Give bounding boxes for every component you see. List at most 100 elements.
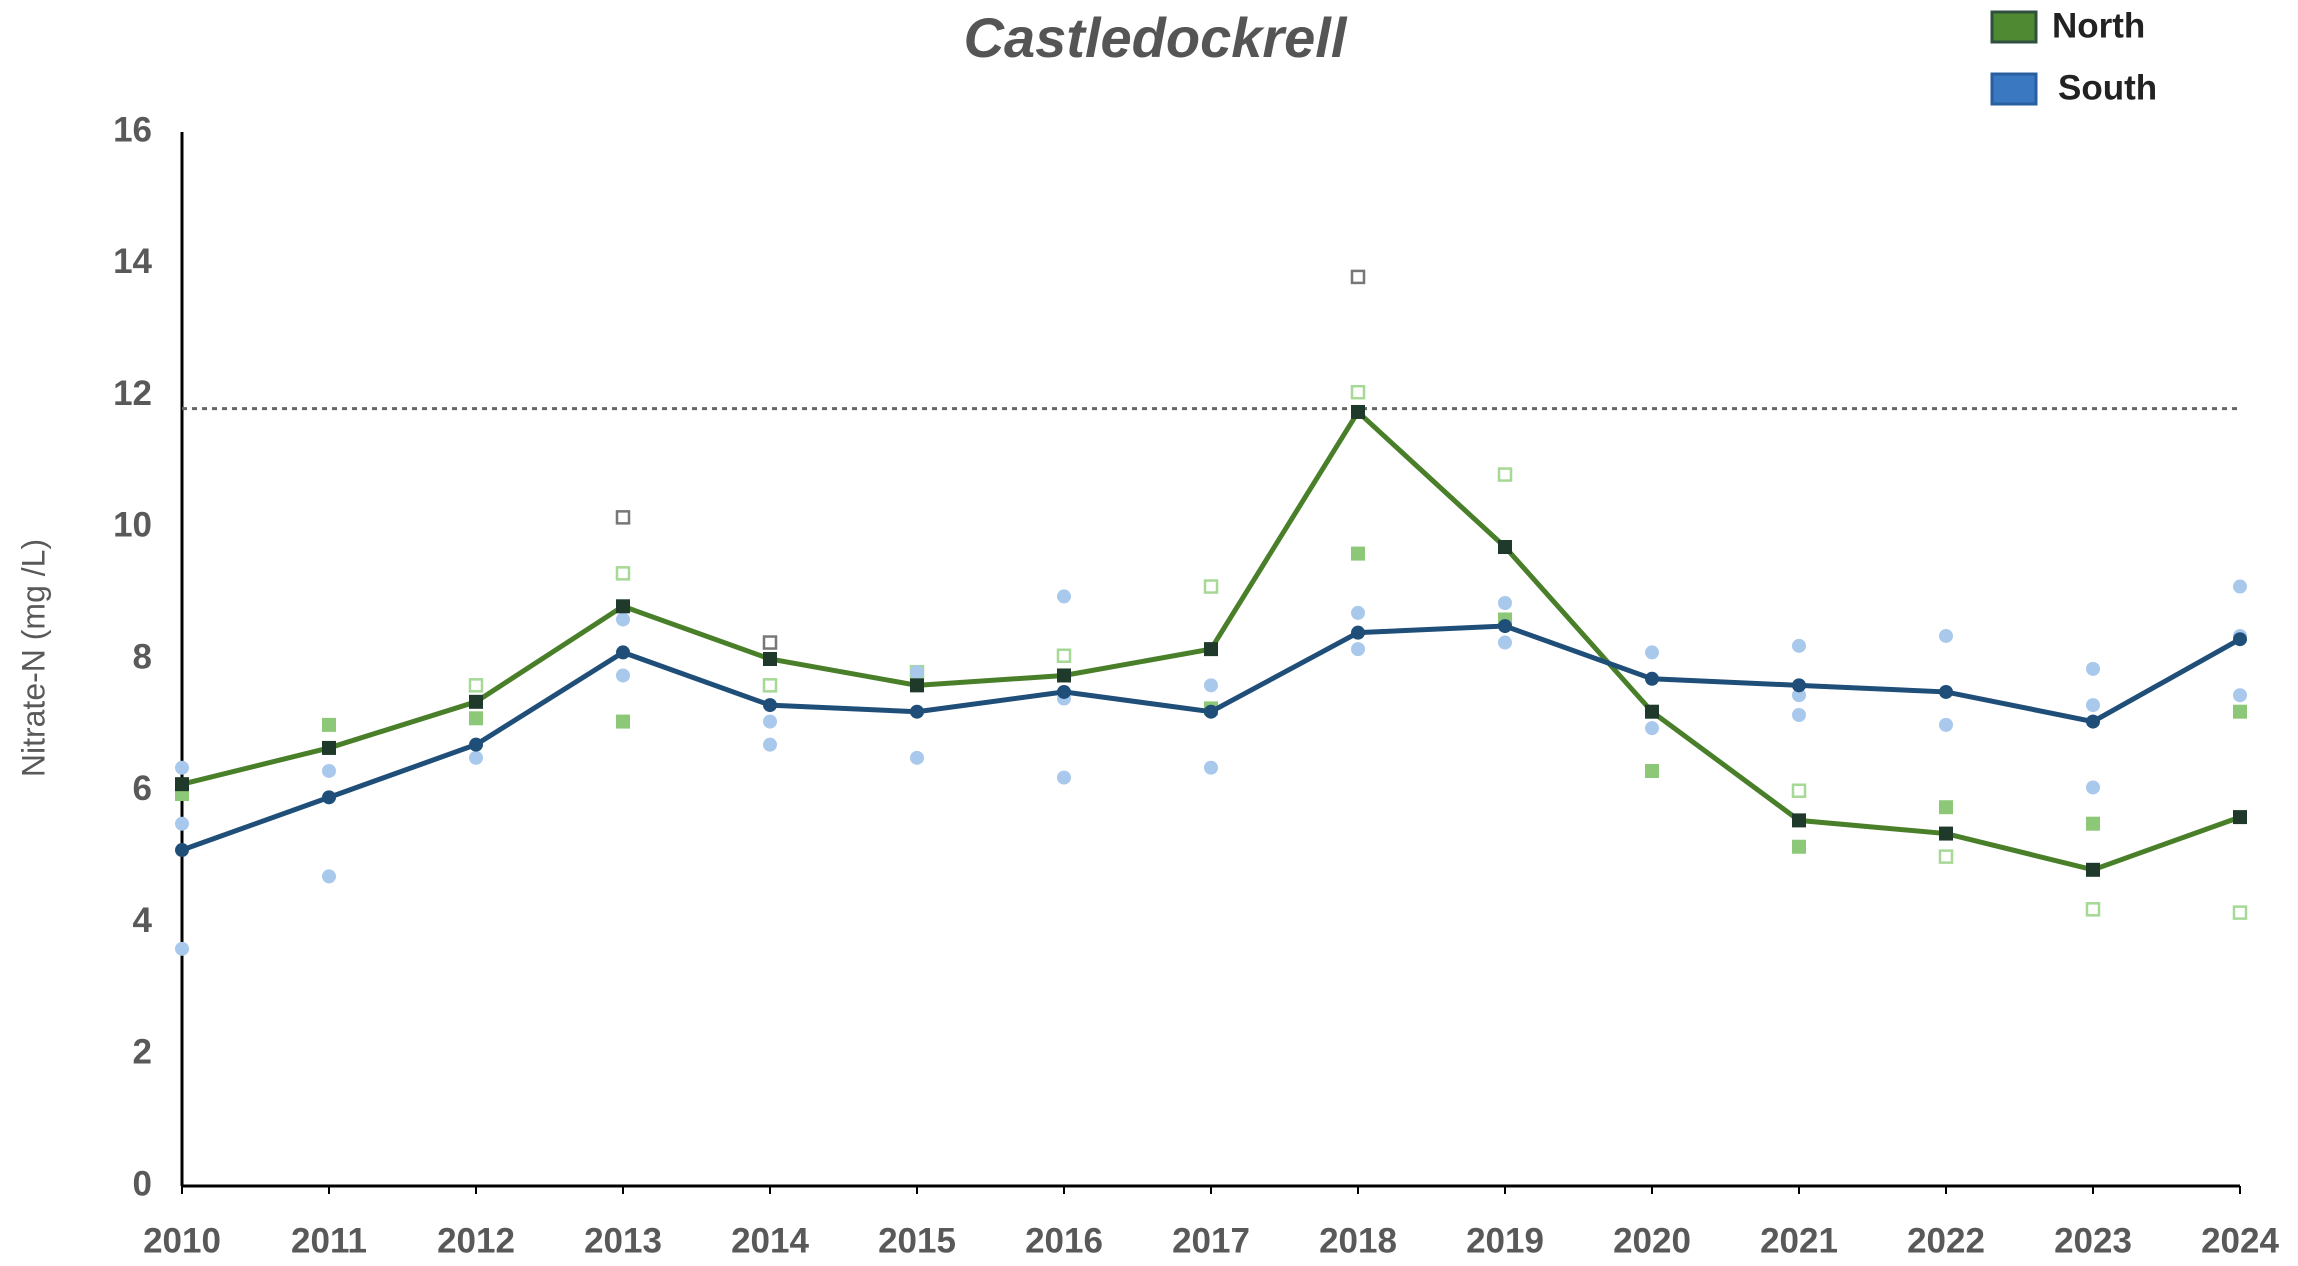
series-marker — [469, 694, 483, 709]
sample-point — [1645, 763, 1659, 778]
sample-point — [763, 714, 777, 729]
y-tick-label: 4 — [133, 901, 153, 940]
sample-point — [469, 711, 483, 726]
x-tick-label: 2020 — [1613, 1221, 1691, 1260]
series-marker — [1204, 642, 1218, 657]
sample-point — [2232, 905, 2248, 920]
series-line — [181, 408, 2241, 873]
sample-point — [616, 714, 630, 729]
series-marker — [1351, 404, 1365, 419]
sample-point — [2086, 698, 2100, 713]
sample-point — [1057, 770, 1071, 785]
sample-point — [2086, 780, 2100, 795]
sample-point — [1645, 645, 1659, 660]
y-tick-label: 2 — [133, 1033, 152, 1072]
x-tick-label: 2018 — [1319, 1221, 1397, 1260]
sample-point — [175, 816, 189, 831]
legend-label: North — [2052, 6, 2145, 45]
sample-point — [1057, 589, 1071, 604]
sample-point — [1792, 688, 1806, 703]
series-marker — [763, 652, 777, 666]
x-tick-label: 2017 — [1172, 1221, 1250, 1260]
series-marker — [910, 704, 924, 719]
sample-point — [1056, 648, 1072, 663]
y-tick-label: 0 — [133, 1164, 152, 1203]
sample-point — [763, 737, 777, 752]
sample-point — [615, 566, 631, 581]
sample-point — [2086, 661, 2100, 676]
y-tick-label: 10 — [113, 506, 152, 545]
sample-point — [1351, 605, 1365, 620]
series-marker — [1204, 704, 1218, 719]
y-tick-label: 14 — [113, 242, 152, 281]
sample-point — [762, 635, 778, 650]
x-tick-label: 2010 — [143, 1221, 221, 1260]
sample-point — [1939, 800, 1953, 815]
x-tick-label: 2024 — [2201, 1221, 2279, 1260]
series-marker — [616, 599, 630, 614]
series-marker — [2233, 810, 2247, 825]
series-marker — [469, 737, 483, 752]
series-line — [181, 623, 2242, 853]
sample-point — [1204, 678, 1218, 693]
sample-point — [322, 717, 336, 732]
series-marker — [1057, 684, 1071, 699]
series-marker — [1498, 540, 1512, 555]
y-tick-label: 8 — [133, 637, 152, 676]
series-marker — [1792, 678, 1806, 693]
legend-label: South — [2058, 68, 2157, 107]
series-marker — [1645, 704, 1659, 719]
sample-point — [468, 678, 484, 693]
sample-point — [1792, 839, 1806, 854]
series-marker — [1792, 813, 1806, 828]
x-tick-label: 2023 — [2054, 1221, 2132, 1260]
series-marker — [1939, 826, 1953, 841]
sample-point — [2233, 579, 2247, 594]
x-tick-label: 2015 — [878, 1221, 956, 1260]
y-axis-label: Nitrate-N (mg /L) — [15, 539, 51, 777]
series-marker — [1057, 668, 1071, 683]
sample-point — [1792, 638, 1806, 653]
series-marker — [2086, 714, 2100, 729]
sample-point — [1645, 721, 1659, 736]
series-marker — [175, 777, 189, 792]
x-tick-label: 2021 — [1760, 1221, 1838, 1260]
series-marker — [763, 698, 777, 713]
series-marker — [616, 645, 630, 660]
y-tick-label: 12 — [113, 374, 152, 413]
x-tick-label: 2019 — [1466, 1221, 1544, 1260]
x-tick-label: 2011 — [291, 1221, 367, 1260]
sample-point — [616, 612, 630, 627]
sample-point — [175, 760, 189, 775]
sample-point — [1498, 635, 1512, 650]
sample-point — [616, 668, 630, 683]
sample-point — [1939, 628, 1953, 643]
sample-point — [1791, 783, 1807, 798]
series-marker — [910, 678, 924, 693]
sample-point — [1351, 546, 1365, 561]
series-marker — [1939, 684, 1953, 699]
sample-point — [1203, 579, 1219, 594]
series-marker — [322, 790, 336, 805]
series-marker — [175, 843, 189, 858]
sample-point — [2086, 816, 2100, 831]
sample-point — [1350, 384, 1366, 400]
sample-point — [175, 941, 189, 956]
sample-point — [1498, 596, 1512, 611]
x-tick-label: 2022 — [1907, 1221, 1985, 1260]
sample-point — [615, 510, 631, 525]
series-marker — [1498, 619, 1512, 634]
sample-point — [322, 869, 336, 884]
sample-point — [1350, 269, 1366, 285]
sample-point — [1792, 707, 1806, 722]
legend-swatch — [1990, 72, 2038, 106]
series-marker — [2233, 632, 2247, 647]
sample-point — [1938, 849, 1954, 864]
sample-point — [2233, 704, 2247, 719]
chart-title: Castledockrell — [964, 6, 1348, 69]
sample-point — [2233, 688, 2247, 703]
sample-point — [910, 665, 924, 680]
sample-point — [762, 678, 778, 693]
